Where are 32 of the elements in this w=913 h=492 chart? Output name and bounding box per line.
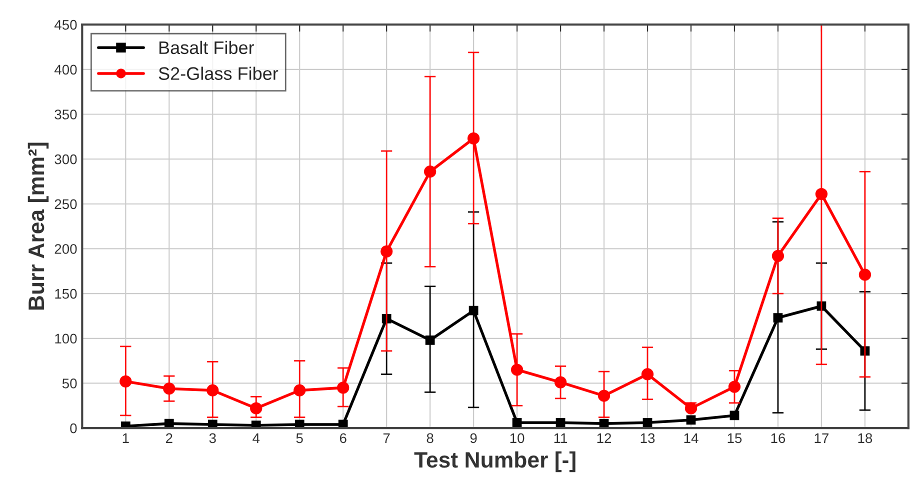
x-tick-label: 18 — [858, 433, 872, 444]
x-tick-label: 10 — [510, 433, 524, 444]
y-tick-label: 0 — [70, 423, 77, 434]
x-axis-title: Test Number [-] — [414, 451, 576, 472]
x-tick-label: 4 — [252, 433, 260, 443]
x-tick-label: 12 — [597, 433, 612, 443]
x-tick-label: 15 — [728, 433, 742, 444]
x-tick-label: 11 — [554, 433, 568, 443]
x-tick-label: 14 — [684, 433, 698, 443]
x-tick-label: 6 — [340, 433, 346, 444]
x-tick-label: 16 — [771, 433, 786, 444]
y-tick-label: 450 — [54, 20, 77, 30]
x-tick-label: 8 — [426, 433, 434, 444]
x-tick-label: 2 — [166, 433, 172, 443]
y-tick-label: 400 — [54, 64, 77, 75]
y-tick-label: 300 — [54, 154, 77, 164]
x-tick-label: 3 — [209, 433, 216, 444]
x-tick-label: 9 — [470, 433, 477, 444]
x-tick-label: 5 — [296, 433, 303, 444]
y-tick-label: 100 — [55, 334, 77, 344]
y-axis-title: Burr Area [mm²] — [28, 142, 49, 310]
y-tick-label: 350 — [54, 110, 77, 120]
x-tick-label: 17 — [814, 433, 828, 443]
legend-label: S2-Glass Fiber — [158, 66, 278, 80]
y-tick-label: 50 — [62, 378, 77, 388]
y-tick-label: 250 — [54, 199, 77, 210]
x-tick-label: 1 — [122, 433, 129, 443]
x-tick-label: 13 — [640, 433, 655, 444]
x-tick-label: 7 — [383, 433, 390, 443]
y-tick-label: 200 — [54, 244, 77, 254]
y-tick-label: 150 — [55, 288, 77, 299]
legend-label: Basalt Fiber — [159, 40, 254, 54]
